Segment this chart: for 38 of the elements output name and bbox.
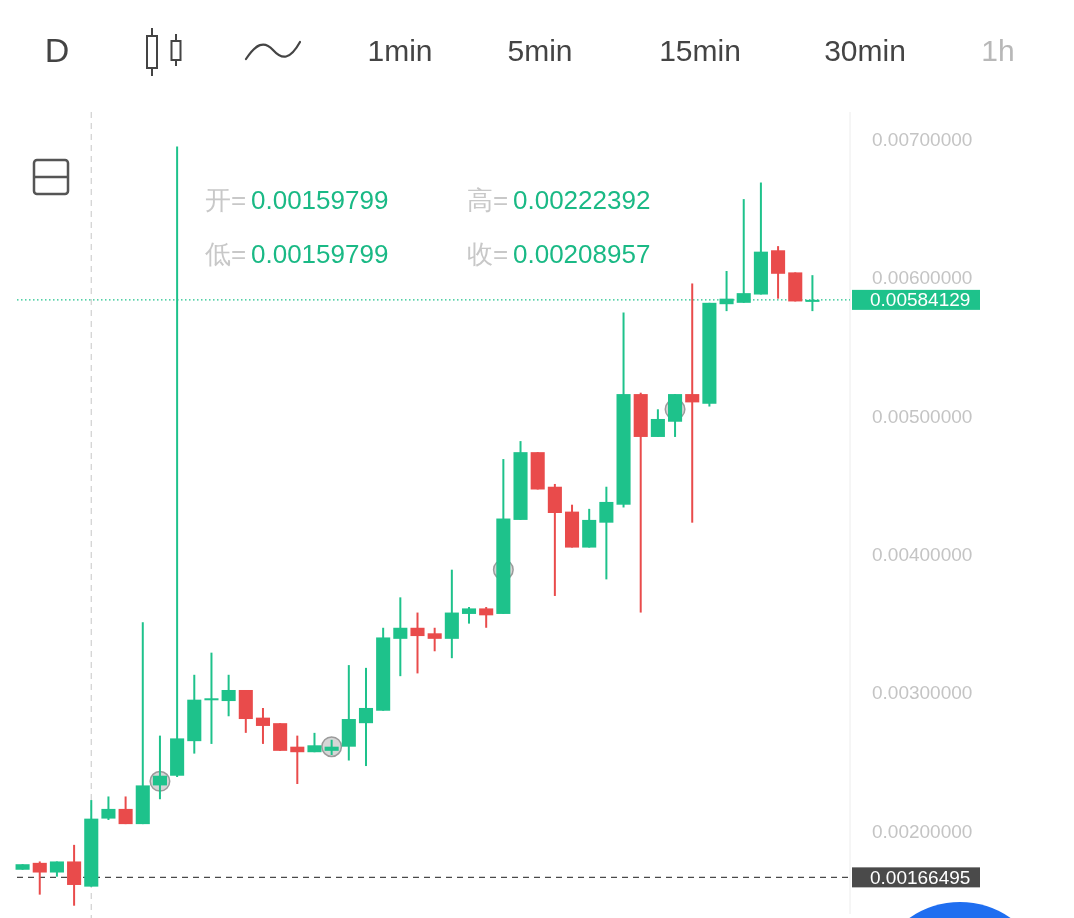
candlestick bbox=[736, 198, 751, 304]
candlestick bbox=[410, 611, 425, 675]
y-tick-label: 0.00600000 bbox=[872, 267, 973, 289]
annotation: 0.00159799 bbox=[251, 239, 389, 269]
ref-line-label: 0.00584129 bbox=[870, 289, 971, 311]
candlestick bbox=[685, 282, 700, 524]
annotation: 0.00222392 bbox=[513, 185, 651, 215]
candlestick bbox=[290, 734, 305, 786]
y-tick-label: 0.00200000 bbox=[872, 820, 973, 842]
candlestick bbox=[118, 795, 133, 826]
candlestick bbox=[427, 626, 442, 653]
text: D bbox=[44, 31, 70, 69]
text: 15min bbox=[659, 33, 741, 67]
annotation: 0.00159799 bbox=[251, 185, 389, 215]
candlestick bbox=[255, 706, 271, 745]
candlestick bbox=[152, 734, 167, 801]
candlestick bbox=[650, 408, 665, 438]
text: 1h bbox=[981, 33, 1015, 67]
candlestick bbox=[771, 245, 786, 300]
y-tick-label: 0.00300000 bbox=[872, 682, 973, 704]
candlestick bbox=[393, 596, 408, 678]
candlestick bbox=[67, 843, 82, 907]
candlestick bbox=[358, 666, 374, 768]
candlestick bbox=[221, 673, 236, 718]
candlestick bbox=[170, 145, 185, 779]
ref-line-label: 0.00166495 bbox=[870, 866, 971, 888]
text: 1min bbox=[367, 33, 433, 67]
candlestick bbox=[599, 485, 614, 581]
candlestick bbox=[479, 606, 494, 629]
annotation: 0.00208957 bbox=[513, 239, 651, 269]
text: 30min bbox=[824, 33, 906, 67]
text: 5min bbox=[507, 33, 573, 67]
y-tick-label: 0.00700000 bbox=[872, 129, 973, 151]
y-tick-label: 0.00500000 bbox=[872, 405, 973, 427]
candlestick bbox=[101, 795, 116, 821]
y-tick-label: 0.00400000 bbox=[872, 543, 973, 565]
candlestick bbox=[32, 860, 47, 896]
candlestick bbox=[204, 651, 219, 745]
